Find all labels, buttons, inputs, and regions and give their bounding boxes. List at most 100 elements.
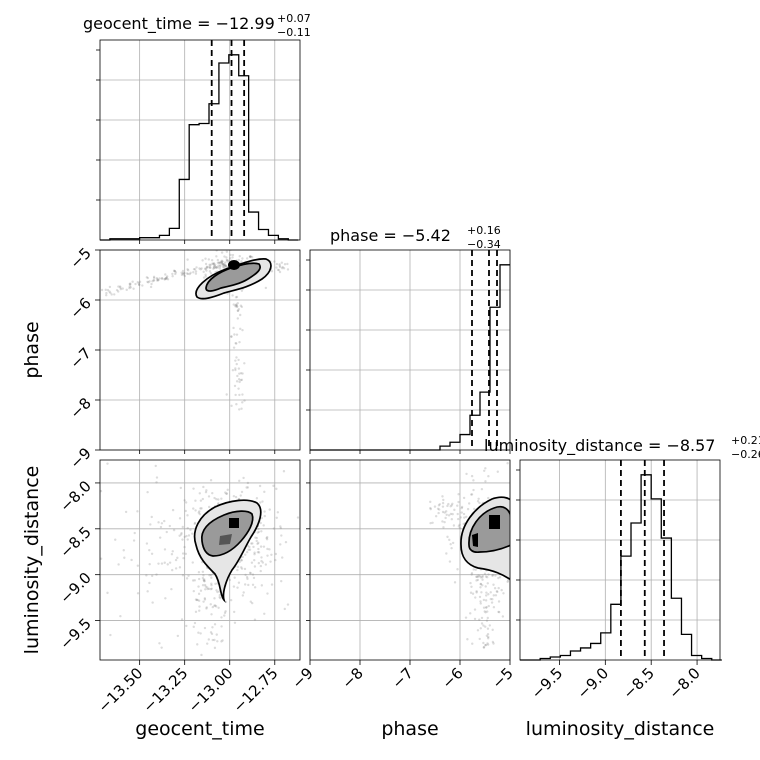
- phase-luminosity-point-17: [469, 581, 472, 585]
- geocent-luminosity-point-577: [223, 614, 226, 617]
- geocent-luminosity-point-93: [248, 545, 251, 549]
- phase-luminosity-point-449: [483, 610, 486, 613]
- geocent-luminosity-point-106: [263, 514, 267, 518]
- geocent-phase-point-382: [234, 368, 237, 372]
- geocent-phase-point-160: [208, 265, 211, 268]
- phase-luminosity-point-453: [484, 575, 488, 578]
- inner-contour-line: [201, 510, 254, 557]
- phase-luminosity-point-88: [489, 597, 492, 601]
- phase-xtick-label-0: −9: [288, 664, 316, 692]
- phase-luminosity-point-153: [511, 512, 513, 514]
- geocent-phase-point-311: [138, 280, 142, 284]
- phase-luminosity-point-388: [437, 504, 441, 507]
- phase-luminosity-point-15: [487, 593, 490, 596]
- geocent-luminosity-point-164: [224, 610, 227, 613]
- phase-luminosity-point-111: [513, 544, 515, 546]
- geocent-phase-point-152: [217, 261, 221, 264]
- geocent-luminosity-point-556: [195, 598, 199, 602]
- phase-luminosity-point-374: [445, 513, 448, 516]
- geocent-luminosity-point-185: [255, 536, 259, 540]
- geocent-phase-point-378: [234, 393, 237, 397]
- geocent-luminosity-point-377: [183, 499, 186, 502]
- geocent-luminosity-point-521: [284, 540, 288, 544]
- phase-luminosity-point-377: [451, 502, 454, 505]
- phase-luminosity-point-171: [487, 573, 490, 576]
- phase-luminosity-point-30: [512, 510, 514, 512]
- geocent-luminosity-point-576: [213, 597, 216, 600]
- geocent-phase-point-334: [186, 272, 190, 276]
- geocent-luminosity-point-431: [261, 500, 264, 503]
- geocent-luminosity-point-344: [181, 525, 184, 529]
- phase-luminosity-point-314: [512, 515, 514, 517]
- geocent-luminosity-point-374: [179, 533, 183, 536]
- phase-luminosity-point-349: [436, 507, 440, 511]
- phase-luminosity-point-414: [484, 643, 488, 647]
- geocent-phase-point-96: [208, 266, 211, 269]
- geocent-luminosity-point-448: [90, 505, 92, 507]
- geocent-phase-point-425: [277, 268, 281, 272]
- geocent-luminosity-point-188: [165, 530, 168, 534]
- phase-xtick-label-4: −5: [488, 664, 516, 692]
- phase-luminosity-point-482: [480, 622, 484, 625]
- geocent-luminosity-point-449: [146, 590, 149, 593]
- geocent-luminosity-point-498: [157, 562, 160, 565]
- geocent-phase-point-283: [105, 294, 108, 297]
- geocent-luminosity-point-458: [163, 548, 167, 551]
- geocent-phase-point-43: [250, 255, 254, 259]
- geocent-luminosity-point-43: [296, 516, 300, 519]
- geocent-phase-point-395: [236, 305, 239, 308]
- phase-xtick-label-3: −6: [438, 664, 466, 692]
- geocent-luminosity-point-590: [207, 587, 211, 591]
- phase-luminosity-point-83: [539, 545, 541, 547]
- geocent-luminosity-point-468: [211, 626, 214, 629]
- geocent-phase-point-350: [238, 340, 241, 344]
- phase-luminosity-point-344: [429, 507, 432, 511]
- geocent-phase-point-72: [222, 246, 224, 248]
- phase-ytick-label-4: −9: [66, 444, 94, 472]
- geocent-luminosity-point-195: [263, 510, 266, 513]
- geocent-luminosity-point-436: [133, 531, 136, 535]
- phase-luminosity-point-464: [473, 608, 477, 611]
- geocent-luminosity-point-372: [241, 555, 244, 559]
- phase-luminosity-point-450: [481, 575, 484, 579]
- geocent-luminosity-point-393: [166, 563, 169, 566]
- phase-luminosity-point-402: [441, 495, 444, 498]
- geocent-phase-point-373: [239, 371, 243, 375]
- geocent-phase-point-384: [237, 378, 241, 381]
- phase-luminosity-point-407: [453, 508, 456, 512]
- geocent-phase-point-244: [147, 281, 150, 284]
- phase-luminosity-point-323: [443, 520, 446, 524]
- geocent-phase-point-287: [195, 266, 198, 269]
- phase-luminosity-point-370: [438, 503, 441, 506]
- geocent-luminosity-point-385: [238, 479, 241, 483]
- geocent-luminosity-point-241: [255, 539, 258, 543]
- phase-luminosity-point-465: [484, 585, 487, 588]
- geocent-luminosity-point-530: [164, 663, 166, 665]
- geocent-phase-point-450: [223, 263, 226, 267]
- geocent-phase-point-354: [243, 399, 246, 402]
- luminosity-distance-ytick-label-3: −9.5: [56, 615, 94, 653]
- geocent-luminosity-point-212: [199, 499, 203, 502]
- phase-luminosity-point-431: [493, 586, 497, 590]
- geocent-phase-point-394: [234, 342, 237, 345]
- geocent-luminosity-point-561: [223, 611, 227, 615]
- phase-luminosity-point-182: [511, 495, 513, 497]
- geocent-phase-point-32: [219, 261, 222, 264]
- phase-luminosity-point-159: [520, 555, 522, 557]
- geocent-phase-point-273: [219, 260, 223, 264]
- phase-luminosity-point-346: [449, 505, 452, 508]
- geocent-phase-point-271: [165, 276, 168, 279]
- geocent-luminosity-point-421: [106, 591, 109, 595]
- geocent-phase-point-247: [146, 276, 150, 280]
- geocent-luminosity-point-416: [266, 592, 269, 595]
- geocent-phase-point-31: [209, 272, 213, 275]
- geocent-phase-point-235: [183, 271, 186, 275]
- geocent-luminosity-point-92: [220, 497, 223, 500]
- geocent-luminosity-point-456: [109, 633, 112, 637]
- geocent-luminosity-point-571: [213, 604, 216, 607]
- geocent-luminosity-point-64: [194, 499, 197, 502]
- phase-luminosity-point-328: [447, 502, 450, 506]
- geocent-luminosity-point-423: [168, 524, 172, 528]
- geocent-luminosity-point-0: [237, 581, 241, 584]
- geocent-luminosity-point-65: [257, 527, 260, 531]
